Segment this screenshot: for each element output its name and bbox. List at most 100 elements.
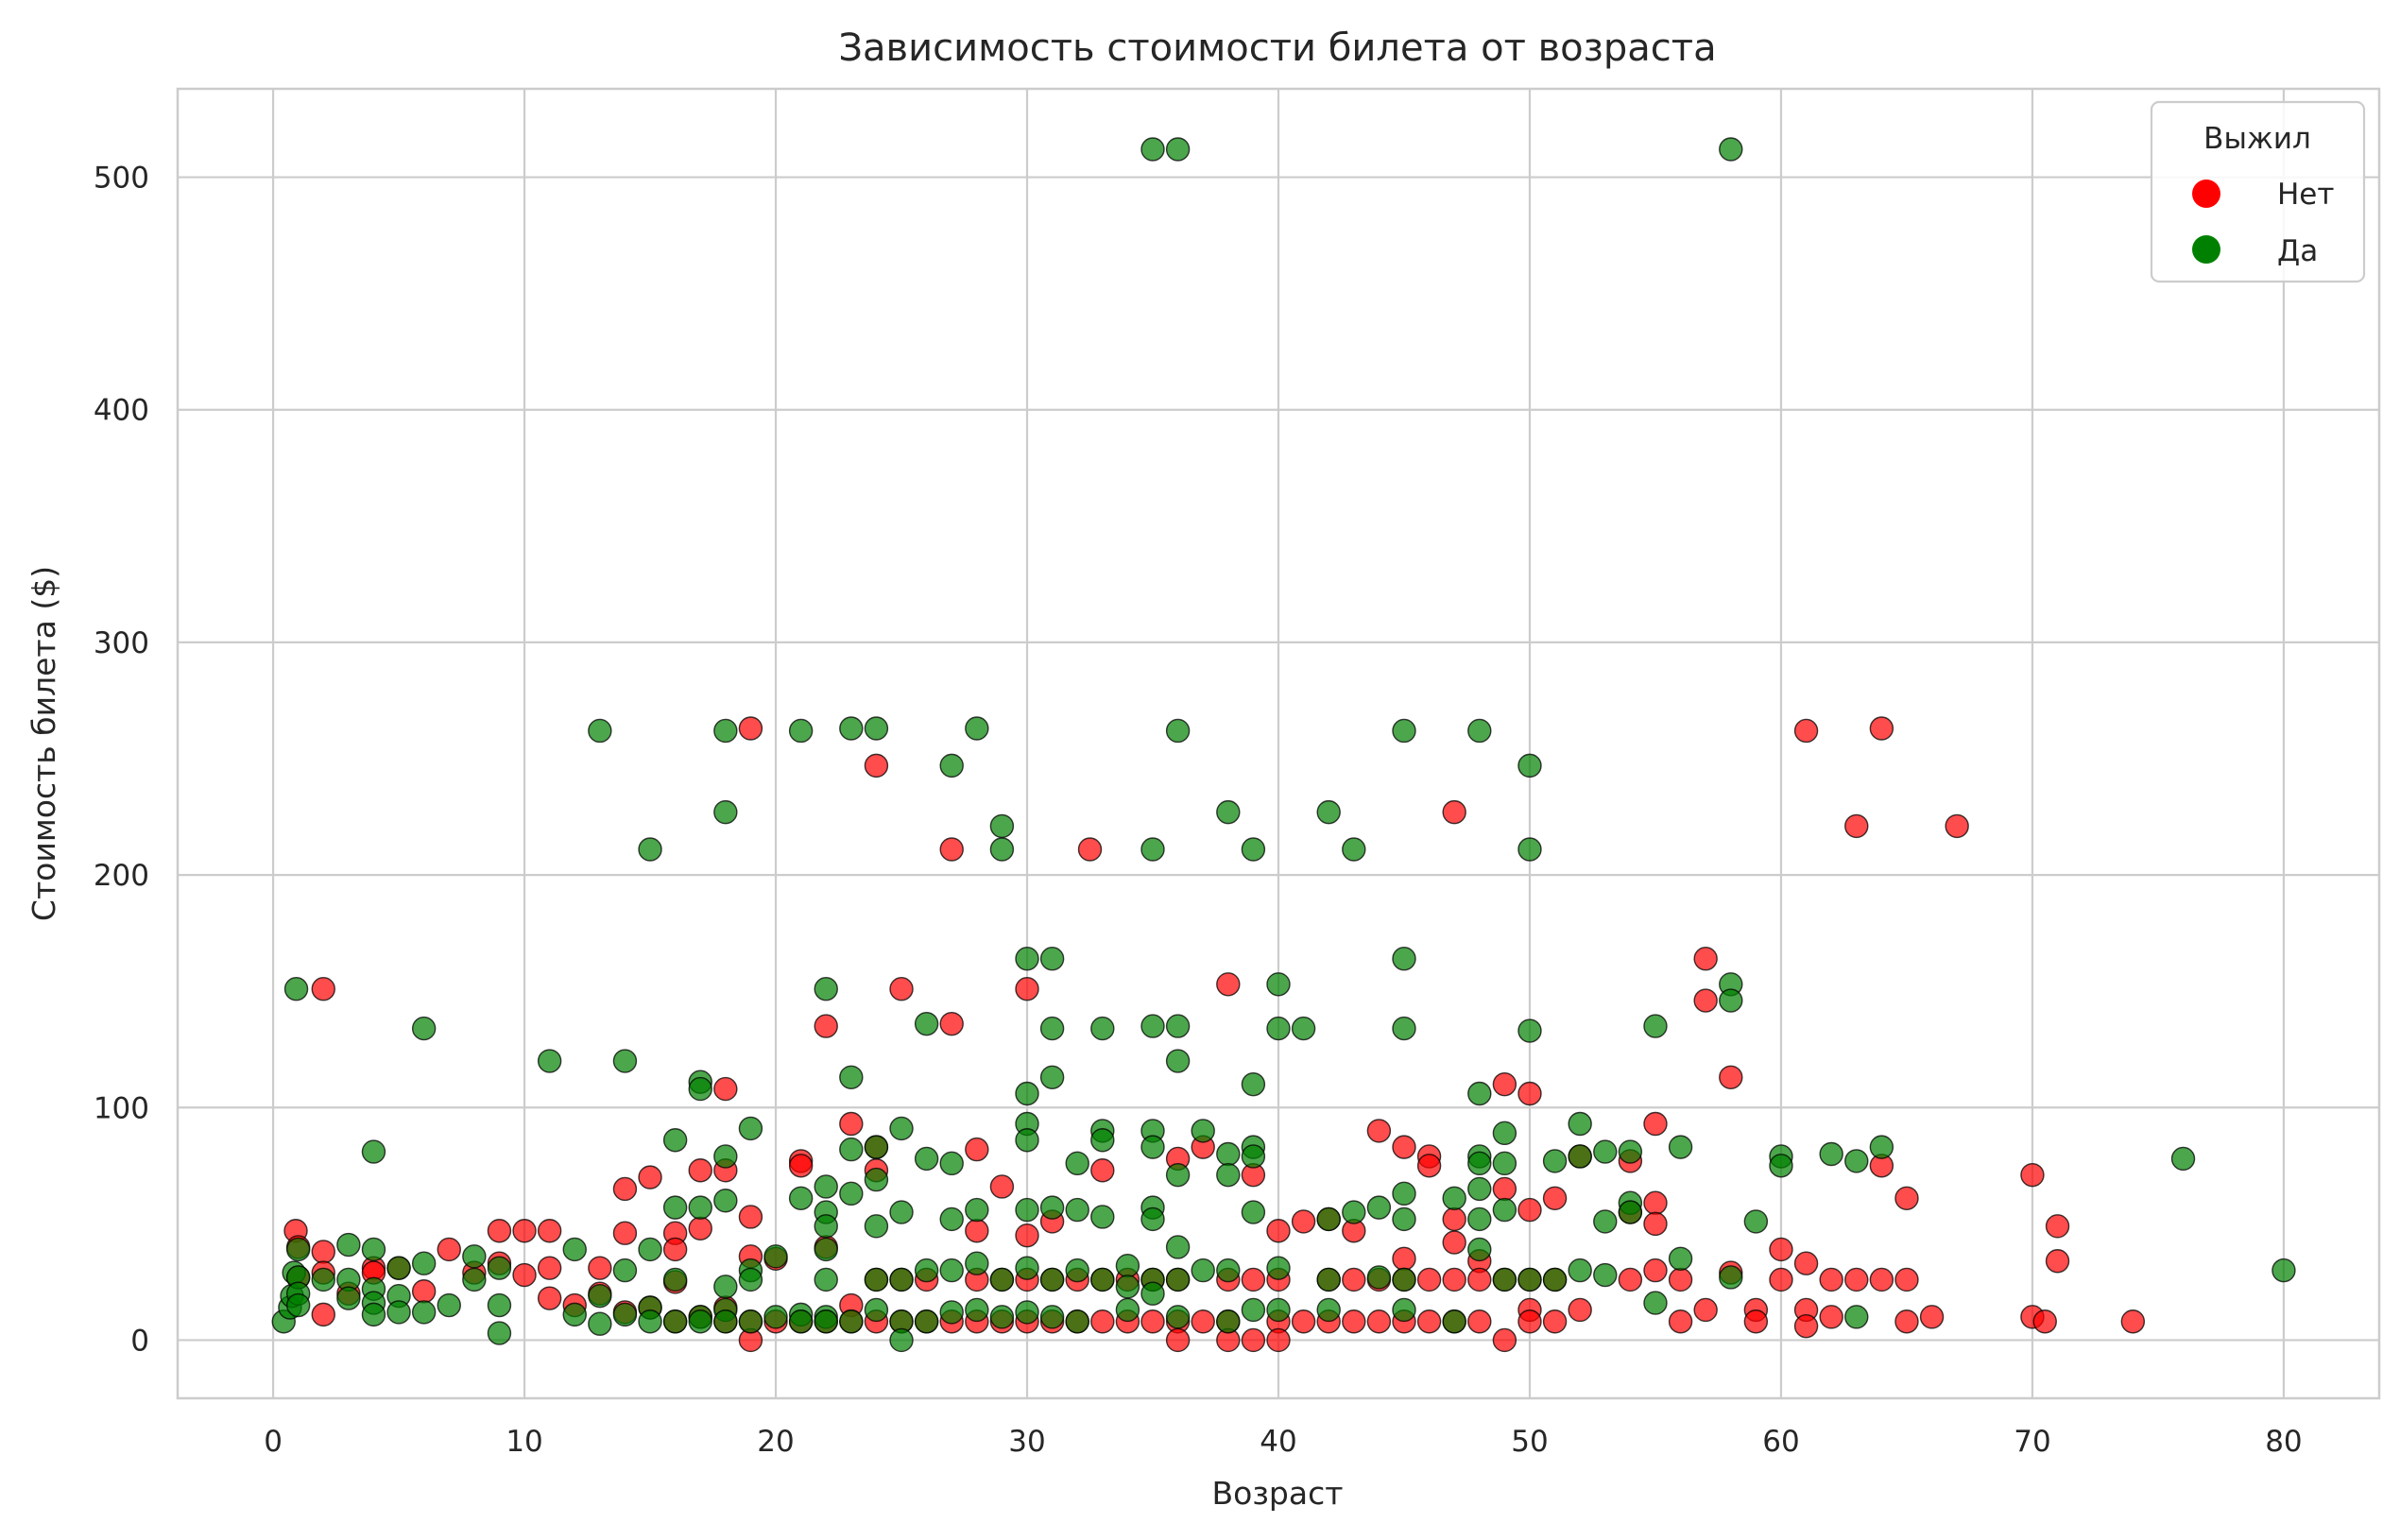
- y-axis-ticks: 0 100 200 300 400 500: [94, 162, 149, 1359]
- data-point-survived: [1241, 1297, 1266, 1323]
- data-point-survived: [1618, 1200, 1643, 1224]
- data-point-survived: [662, 1309, 688, 1334]
- data-point-survived: [1165, 718, 1191, 744]
- data-point-not-survived: [1442, 1230, 1466, 1255]
- data-point-survived: [1844, 1149, 1869, 1173]
- data-point-not-survived: [612, 1176, 638, 1202]
- data-point-survived: [788, 1309, 814, 1334]
- data-point-survived: [1719, 137, 1743, 162]
- data-point-not-survived: [939, 1011, 964, 1036]
- data-point-not-survived: [537, 1219, 562, 1243]
- data-point-survived: [1492, 1197, 1517, 1223]
- data-point-survived: [1241, 837, 1266, 862]
- data-point-not-survived: [738, 716, 763, 741]
- data-point-not-survived: [1266, 1219, 1291, 1243]
- data-point-survived: [1165, 137, 1191, 162]
- x-tick-label: 40: [1260, 1425, 1296, 1459]
- data-point-not-survived: [1894, 1267, 1919, 1292]
- data-point-survived: [688, 1309, 712, 1334]
- data-point-not-survived: [1517, 1197, 1542, 1223]
- data-point-not-survived: [2032, 1309, 2057, 1334]
- data-point-not-survived: [1366, 1309, 1392, 1334]
- data-point-survived: [1115, 1275, 1140, 1299]
- data-point-survived: [1039, 947, 1065, 971]
- data-point-survived: [1668, 1246, 1693, 1271]
- data-point-not-survived: [537, 1286, 562, 1310]
- data-point-survived: [1216, 1309, 1241, 1334]
- data-point-not-survived: [1769, 1237, 1793, 1262]
- data-point-survived: [1291, 1016, 1316, 1041]
- data-point-survived: [1719, 988, 1743, 1013]
- data-point-not-survived: [814, 1014, 838, 1038]
- data-point-survived: [1039, 1016, 1065, 1041]
- data-point-survived: [788, 1186, 814, 1210]
- x-tick-label: 10: [506, 1425, 542, 1459]
- data-point-survived: [662, 1267, 688, 1292]
- data-point-survived: [965, 1251, 989, 1275]
- data-point-survived: [1668, 1135, 1693, 1159]
- y-tick-label: 300: [94, 626, 149, 660]
- data-point-not-survived: [1342, 1267, 1366, 1292]
- data-point-survived: [1241, 1144, 1266, 1169]
- data-point-not-survived: [1693, 1297, 1718, 1323]
- data-point-survived: [839, 716, 864, 741]
- data-point-survived: [336, 1232, 361, 1258]
- data-points: [271, 137, 2296, 1353]
- data-point-not-survived: [1392, 1135, 1416, 1159]
- data-point-survived: [814, 977, 838, 1001]
- legend-label-no: Нет: [2277, 178, 2334, 212]
- data-point-survived: [2271, 1258, 2296, 1283]
- data-point-survived: [864, 1267, 889, 1292]
- data-point-not-survived: [311, 1240, 335, 1264]
- data-point-survived: [989, 837, 1015, 862]
- data-point-survived: [1492, 1151, 1517, 1176]
- data-point-not-survived: [638, 1165, 662, 1189]
- data-point-not-survived: [1342, 1309, 1366, 1334]
- data-point-survived: [1517, 1267, 1542, 1292]
- y-axis-label: Стоимость билета ($): [26, 566, 62, 921]
- data-point-survived: [1216, 1141, 1241, 1167]
- data-point-survived: [889, 1116, 914, 1141]
- data-point-survived: [1039, 1065, 1065, 1089]
- data-point-survived: [537, 1049, 562, 1073]
- data-point-survived: [1165, 1305, 1191, 1329]
- data-point-not-survived: [1241, 1267, 1266, 1292]
- data-point-not-survived: [1392, 1246, 1416, 1271]
- data-point-survived: [1643, 1291, 1668, 1315]
- data-point-not-survived: [989, 1174, 1015, 1199]
- data-point-not-survived: [1165, 1327, 1191, 1353]
- data-point-survived: [1065, 1309, 1089, 1334]
- data-point-survived: [311, 1267, 335, 1292]
- y-tick-label: 200: [94, 859, 149, 893]
- data-point-not-survived: [889, 977, 914, 1001]
- data-point-not-survived: [1869, 716, 1894, 741]
- data-point-survived: [1266, 1256, 1291, 1280]
- data-point-survived: [487, 1321, 512, 1345]
- data-point-survived: [336, 1286, 361, 1310]
- data-point-survived: [1015, 1256, 1039, 1280]
- data-point-survived: [1216, 1162, 1241, 1188]
- data-point-survived: [914, 1309, 939, 1334]
- data-point-survived: [939, 1206, 964, 1232]
- data-point-survived: [1140, 1014, 1165, 1038]
- data-point-survived: [1165, 1267, 1191, 1292]
- data-point-survived: [1090, 1205, 1115, 1229]
- data-point-survived: [864, 1214, 889, 1239]
- data-point-not-survived: [411, 1279, 437, 1304]
- data-point-not-survived: [311, 977, 335, 1001]
- legend-marker-yes: [2192, 235, 2220, 264]
- data-point-survived: [1568, 1111, 1592, 1137]
- data-point-not-survived: [1517, 1309, 1542, 1334]
- data-point-survived: [1316, 1206, 1341, 1232]
- data-point-survived: [1266, 1297, 1291, 1323]
- data-point-survived: [386, 1256, 411, 1280]
- data-point-survived: [1392, 1181, 1416, 1206]
- data-point-survived: [989, 1305, 1015, 1329]
- data-point-survived: [889, 1200, 914, 1224]
- data-point-survived: [487, 1292, 512, 1318]
- data-point-survived: [411, 1016, 437, 1041]
- data-point-survived: [713, 1275, 738, 1299]
- data-point-not-survived: [965, 1137, 989, 1162]
- data-point-survived: [1165, 1014, 1191, 1038]
- legend-label-yes: Да: [2277, 234, 2318, 268]
